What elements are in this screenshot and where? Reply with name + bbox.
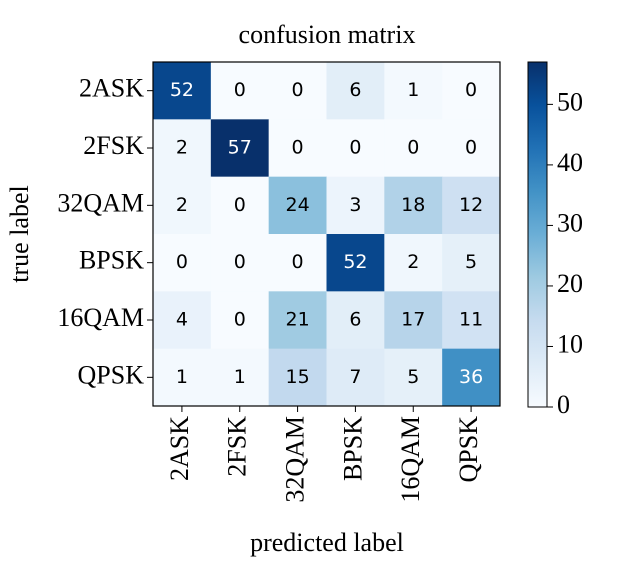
x-tick-label: 2ASK [165,416,194,481]
cell [384,62,443,120]
cell-label: 15 [285,366,309,388]
x-tick-label: 32QAM [281,416,310,503]
cell [268,119,327,178]
cell [384,291,443,350]
cell [268,62,327,120]
cell-label: 0 [176,251,188,273]
y-tick-label: 16QAM [57,303,144,332]
cell [326,176,385,235]
cell [268,348,327,407]
colorbar-tick-label: 40 [557,148,583,177]
x-tick-label: 16QAM [396,416,425,503]
cell [442,291,501,350]
cell [384,119,443,178]
cell-label: 0 [234,309,246,331]
colorbar-tick-label: 50 [557,87,583,116]
cell-label: 36 [459,366,483,388]
cell [384,234,443,292]
cell-label: 6 [349,309,361,331]
y-tick-label: 2FSK [83,131,144,160]
y-axis-label: true label [5,185,34,282]
cell [442,62,501,120]
x-tick-label: BPSK [338,416,367,481]
cell-label: 17 [401,309,425,331]
cell-label: 0 [292,137,304,159]
colorbar-tick-label: 10 [557,329,583,358]
cell-label: 5 [407,366,419,388]
cell-label: 0 [349,137,361,159]
cell-label: 11 [459,309,483,331]
cell [210,348,270,407]
cell-label: 0 [234,79,246,101]
cell [210,291,270,350]
cell [153,348,212,407]
cell [326,234,385,292]
cell-label: 2 [176,194,188,216]
chart-title: confusion matrix [239,20,416,49]
cell [442,348,501,407]
cell-label: 21 [285,309,309,331]
cell [153,234,212,292]
cell-label: 12 [459,194,483,216]
cell [326,119,385,178]
colorbar-tick-label: 20 [557,269,583,298]
cell-label: 0 [407,137,419,159]
plot-frame [152,61,501,407]
cell-label: 4 [176,309,188,331]
cell-label: 3 [349,194,361,216]
cell-label: 1 [407,79,419,101]
cell [153,291,212,350]
cell [153,62,212,120]
cell-label: 5 [465,251,477,273]
cell [384,348,443,407]
cell [153,119,212,178]
cell [210,234,270,292]
x-axis-label: predicted label [250,528,404,557]
cell [210,119,270,178]
cell [442,234,501,292]
cell-label: 1 [176,366,188,388]
cell-label: 2 [407,251,419,273]
cell [442,176,501,235]
cell [384,176,443,235]
cell-label: 0 [465,137,477,159]
cell [268,176,327,235]
y-tick-label: 2ASK [79,74,144,103]
cell-label: 2 [176,137,188,159]
cell [268,291,327,350]
cell [210,176,270,235]
cell-label: 52 [343,251,367,273]
cell-label: 0 [292,251,304,273]
x-tick-label: QPSK [454,416,483,483]
cell [153,176,212,235]
colorbar-tick-label: 0 [557,390,570,419]
y-tick-label: BPSK [79,246,144,275]
cell-label: 52 [170,79,194,101]
colorbar [527,61,548,408]
cell [326,62,385,120]
cell-label: 0 [234,251,246,273]
cell-label: 18 [401,194,425,216]
cell [326,348,385,407]
cell [442,119,501,178]
y-tick-label: 32QAM [57,188,144,217]
cell-label: 0 [465,79,477,101]
cell-label: 57 [228,137,252,159]
colorbar-tick-label: 30 [557,208,583,237]
y-tick-label: QPSK [78,360,145,389]
cell-label: 24 [285,194,309,216]
cell-label: 1 [234,366,246,388]
cell-label: 7 [349,366,361,388]
x-tick-label: 2FSK [223,416,252,477]
cell [210,62,270,120]
cell [268,234,327,292]
cell-label: 0 [292,79,304,101]
cell-label: 0 [234,194,246,216]
cell-label: 6 [349,79,361,101]
cell [326,291,385,350]
